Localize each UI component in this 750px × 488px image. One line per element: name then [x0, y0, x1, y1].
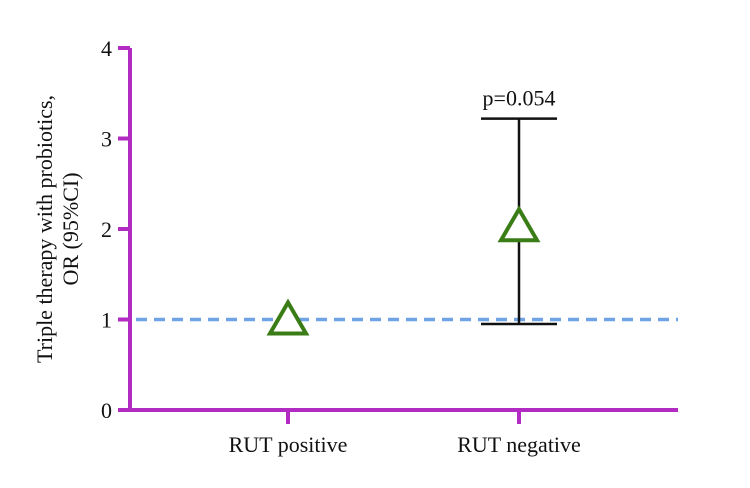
y-tick-label: 2: [101, 217, 112, 242]
y-axis-title-line: Triple therapy with probiotics,: [32, 95, 57, 363]
y-axis-title: Triple therapy with probiotics, OR (95%CI…: [32, 95, 83, 363]
axes-layer: [118, 46, 678, 424]
marker-layer: [266, 205, 541, 336]
y-tick-label: 3: [101, 127, 112, 152]
y-tick-label: 4: [101, 36, 112, 61]
label-layer: 0 1 2 3 4 RUT positive RUT negative Triple ther…: [32, 36, 581, 457]
y-tick-label: 0: [101, 398, 112, 423]
p-value-annotation: p=0.054: [483, 86, 556, 111]
x-tick-label: RUT positive: [229, 432, 348, 457]
data-point-triangle: [497, 205, 541, 243]
y-axis-title-line: OR (95%CI): [58, 172, 83, 285]
x-tick-label: RUT negative: [457, 432, 581, 457]
y-tick-label: 1: [101, 308, 112, 333]
data-point-triangle: [266, 298, 310, 336]
